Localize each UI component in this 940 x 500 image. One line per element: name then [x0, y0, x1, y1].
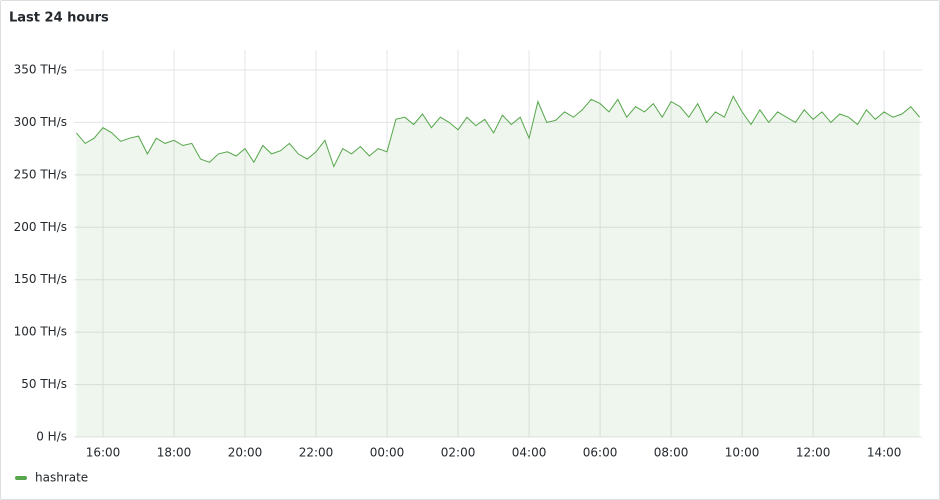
x-tick-label: 20:00	[228, 446, 263, 460]
y-tick-label: 150 TH/s	[14, 272, 67, 286]
x-tick-label: 18:00	[157, 446, 192, 460]
legend-swatch	[15, 476, 27, 480]
line	[76, 95, 920, 168]
y-tick-label: 200 TH/s	[14, 220, 67, 234]
legend-label: hashrate	[35, 471, 88, 485]
x-tick-label: 02:00	[441, 446, 476, 460]
x-tick-label: 08:00	[654, 446, 689, 460]
panel-title: Last 24 hours	[9, 11, 109, 26]
x-tick-label: 16:00	[86, 446, 121, 460]
x-tick-label: 10:00	[725, 446, 760, 460]
y-tick-label: 300 TH/s	[14, 115, 67, 129]
y-tick-label: 250 TH/s	[14, 167, 67, 181]
x-tick-label: 14:00	[867, 446, 902, 460]
x-tick-label: 06:00	[583, 446, 618, 460]
area	[76, 96, 920, 437]
x-tick-label: 04:00	[512, 446, 547, 460]
y-tick-label: 350 TH/s	[14, 63, 67, 77]
y-tick-label: 100 TH/s	[14, 325, 67, 339]
x-tick-label: 00:00	[370, 446, 405, 460]
x-tick-label: 22:00	[299, 446, 334, 460]
y-tick-label: 50 TH/s	[21, 377, 67, 391]
x-tick-label: 12:00	[796, 446, 831, 460]
y-tick-label: 0 H/s	[36, 430, 67, 444]
